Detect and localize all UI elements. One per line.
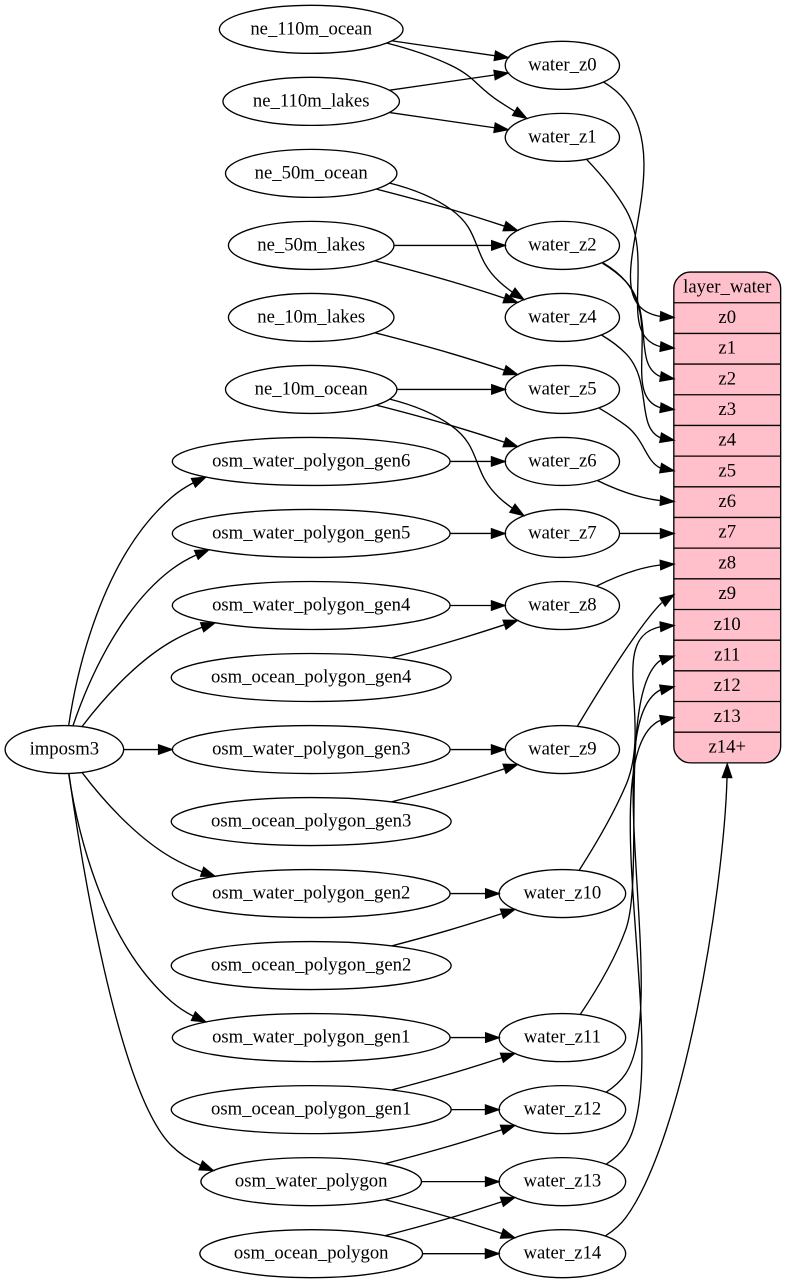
svg-text:water_z12: water_z12 (523, 1099, 601, 1120)
svg-text:osm_water_polygon_gen5: osm_water_polygon_gen5 (212, 522, 410, 543)
svg-text:z3: z3 (718, 399, 736, 420)
svg-text:water_z10: water_z10 (523, 883, 601, 904)
svg-text:ne_110m_ocean: ne_110m_ocean (250, 18, 372, 39)
svg-text:ne_110m_lakes: ne_110m_lakes (253, 90, 370, 111)
svg-text:z9: z9 (718, 583, 736, 604)
svg-text:z12: z12 (714, 675, 741, 696)
svg-text:z4: z4 (718, 430, 736, 451)
svg-text:water_z1: water_z1 (528, 126, 596, 147)
svg-text:layer_water: layer_water (683, 276, 772, 297)
svg-text:z13: z13 (714, 706, 741, 727)
svg-text:osm_ocean_polygon: osm_ocean_polygon (234, 1243, 389, 1264)
svg-text:osm_water_polygon_gen4: osm_water_polygon_gen4 (212, 594, 411, 615)
svg-text:ne_50m_ocean: ne_50m_ocean (255, 162, 369, 183)
svg-text:water_z2: water_z2 (528, 234, 596, 255)
svg-text:z14+: z14+ (708, 736, 746, 757)
svg-text:z7: z7 (718, 522, 736, 543)
svg-text:water_z6: water_z6 (528, 450, 596, 471)
svg-text:osm_water_polygon: osm_water_polygon (235, 1171, 388, 1192)
svg-text:osm_ocean_polygon_gen3: osm_ocean_polygon_gen3 (211, 810, 411, 831)
svg-text:ne_10m_lakes: ne_10m_lakes (257, 306, 365, 327)
svg-text:water_z11: water_z11 (524, 1027, 601, 1048)
svg-text:z6: z6 (718, 491, 736, 512)
svg-text:water_z8: water_z8 (528, 594, 596, 615)
svg-text:z11: z11 (714, 644, 740, 665)
svg-text:z1: z1 (718, 338, 736, 359)
svg-text:osm_ocean_polygon_gen1: osm_ocean_polygon_gen1 (211, 1099, 411, 1120)
svg-text:osm_ocean_polygon_gen4: osm_ocean_polygon_gen4 (211, 666, 412, 687)
svg-text:osm_water_polygon_gen6: osm_water_polygon_gen6 (212, 450, 410, 471)
svg-text:osm_water_polygon_gen3: osm_water_polygon_gen3 (212, 738, 410, 759)
svg-text:imposm3: imposm3 (30, 738, 100, 759)
svg-text:z10: z10 (714, 614, 741, 635)
svg-text:z5: z5 (718, 460, 736, 481)
svg-text:water_z9: water_z9 (528, 738, 596, 759)
svg-text:z0: z0 (718, 307, 736, 328)
svg-text:water_z4: water_z4 (528, 306, 597, 327)
svg-text:water_z5: water_z5 (528, 378, 596, 399)
svg-text:water_z7: water_z7 (528, 522, 596, 543)
svg-text:ne_50m_lakes: ne_50m_lakes (257, 234, 365, 255)
svg-text:z8: z8 (718, 552, 736, 573)
svg-text:z2: z2 (718, 368, 736, 389)
svg-text:ne_10m_ocean: ne_10m_ocean (255, 378, 369, 399)
svg-text:osm_water_polygon_gen2: osm_water_polygon_gen2 (212, 883, 410, 904)
svg-text:osm_ocean_polygon_gen2: osm_ocean_polygon_gen2 (211, 955, 411, 976)
svg-text:water_z13: water_z13 (523, 1171, 601, 1192)
svg-text:water_z14: water_z14 (523, 1243, 601, 1264)
svg-text:water_z0: water_z0 (528, 54, 596, 75)
svg-text:osm_water_polygon_gen1: osm_water_polygon_gen1 (212, 1027, 410, 1048)
